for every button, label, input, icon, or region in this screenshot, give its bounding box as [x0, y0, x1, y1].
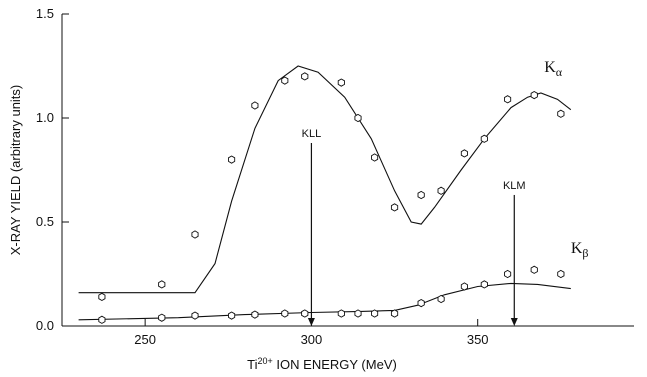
y-tick-label: 1.5 — [36, 6, 54, 21]
data-point-k-beta — [390, 309, 399, 318]
data-point-k-alpha — [390, 203, 399, 212]
data-point-k-beta — [301, 309, 309, 318]
y-ticks: 0.0 0.5 1.0 1.5 — [36, 6, 69, 333]
series-label-k-alpha: Kα — [544, 59, 563, 79]
data-point-k-alpha — [354, 113, 362, 123]
fit-curve-k-beta — [78, 282, 571, 321]
y-tick-label: 0.0 — [36, 318, 54, 333]
fit-curves — [78, 65, 572, 321]
series-label-sub: α — [556, 65, 563, 79]
data-point-k-alpha — [301, 72, 309, 81]
data-markers — [98, 72, 565, 324]
series-label-k-beta: Kβ — [571, 240, 589, 260]
series-label-main: K — [571, 240, 583, 257]
x-axis-label-superscript: 20+ — [258, 356, 273, 366]
data-point-k-alpha — [251, 101, 259, 110]
data-point-k-alpha — [417, 190, 425, 200]
data-point-k-beta — [251, 310, 259, 319]
y-tick-label: 0.5 — [36, 214, 54, 229]
x-axis-label: Ti20+ ION ENERGY (MeV) — [247, 356, 397, 372]
data-point-k-beta — [417, 298, 425, 308]
arrow-head — [510, 318, 518, 326]
data-point-k-beta — [504, 269, 512, 279]
series-label-sub: β — [582, 246, 588, 260]
data-point-k-alpha — [228, 155, 236, 164]
data-point-k-alpha — [460, 149, 468, 158]
data-point-k-alpha — [158, 280, 166, 289]
data-point-k-beta — [98, 315, 106, 324]
data-point-k-alpha — [557, 109, 565, 118]
y-axis-label: X-RAY YIELD (arbitrary units) — [8, 85, 23, 256]
data-point-k-beta — [158, 313, 166, 322]
data-point-k-alpha — [191, 230, 199, 239]
data-point-k-alpha — [337, 78, 345, 87]
y-tick-label: 1.0 — [36, 110, 54, 125]
annotation-label: KLM — [503, 180, 526, 192]
data-point-k-alpha — [504, 95, 512, 104]
data-point-k-beta — [281, 309, 289, 318]
annotations: KLL KLM — [302, 128, 526, 326]
fit-curve-k-alpha — [78, 65, 572, 294]
series-label-main: K — [544, 59, 556, 76]
plot-frame — [61, 14, 634, 327]
data-point-k-alpha — [98, 292, 106, 302]
x-tick-label: 300 — [301, 332, 323, 347]
x-tick-label: 350 — [467, 332, 489, 347]
data-point-k-alpha — [480, 134, 488, 143]
data-point-k-alpha — [371, 153, 379, 162]
data-point-k-beta — [354, 309, 362, 318]
data-point-k-alpha — [437, 186, 445, 195]
data-point-k-beta — [371, 309, 379, 318]
x-tick-label: 250 — [134, 332, 156, 347]
data-point-k-beta — [437, 294, 445, 304]
data-point-k-alpha — [281, 76, 289, 85]
x-axis-label-prefix: Ti — [247, 357, 257, 372]
data-point-k-alpha — [530, 90, 538, 100]
data-point-k-beta — [337, 309, 345, 318]
data-point-k-beta — [228, 311, 236, 320]
data-point-k-beta — [557, 269, 565, 279]
data-point-k-beta — [480, 280, 488, 289]
data-point-k-beta — [530, 265, 538, 274]
annotation-klm: KLM — [503, 180, 526, 326]
data-point-k-beta — [191, 311, 199, 320]
annotation-label: KLL — [302, 128, 322, 140]
data-point-k-beta — [460, 282, 468, 291]
annotation-kll: KLL — [302, 128, 322, 326]
x-axis-label-rest: ION ENERGY (MeV) — [273, 357, 397, 372]
arrow-head — [307, 318, 315, 326]
